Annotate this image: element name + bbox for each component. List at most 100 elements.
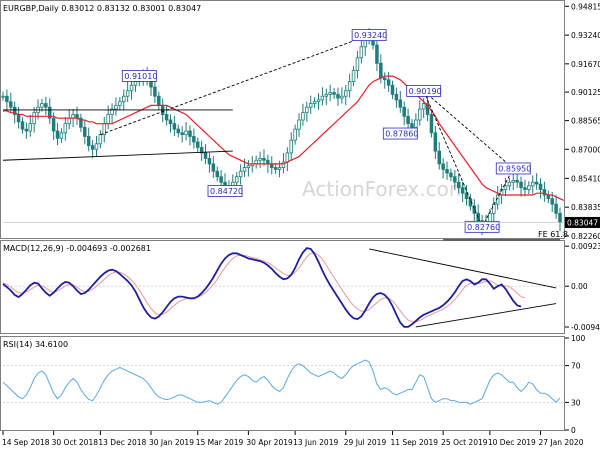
candle-body <box>180 132 184 136</box>
candle-body <box>507 181 512 187</box>
price-panel-frame <box>0 0 565 239</box>
candle-body <box>215 170 219 178</box>
candle-body <box>12 106 17 115</box>
candle-body <box>79 117 83 128</box>
x-tick-label: 10 Dec 2019 <box>488 438 536 447</box>
candle-body <box>355 57 360 72</box>
macd-y-tick-label: -0.009413 <box>571 323 600 332</box>
candle-body <box>110 108 114 115</box>
watermark: ActionForex.com <box>302 177 468 201</box>
price-trendline <box>100 34 370 136</box>
candle-body <box>196 141 200 148</box>
candle-body <box>433 132 438 152</box>
candle-body <box>421 103 426 110</box>
candle-body <box>40 103 44 108</box>
candle-body <box>527 185 531 190</box>
candle-body <box>445 168 449 174</box>
price-trendline <box>481 168 514 228</box>
candle-body <box>359 46 364 59</box>
x-tick-label: 14 Sep 2018 <box>2 438 50 447</box>
rsi-y-tick-label: 100 <box>571 334 586 343</box>
candle-body <box>86 136 91 147</box>
macd-y-tick-label: 0.009237 <box>571 242 600 251</box>
macd-line <box>2 247 522 328</box>
candle-body <box>515 179 519 183</box>
candle-body <box>83 126 87 137</box>
candle-body <box>538 183 543 190</box>
candle-body <box>133 81 138 86</box>
candle-body <box>472 205 477 214</box>
price-y-tick-label: 0.93240 <box>571 31 600 40</box>
candle-body <box>530 181 535 187</box>
candle-body <box>63 123 68 134</box>
candle-body <box>106 114 110 125</box>
candle-body <box>59 132 64 139</box>
x-tick-label: 29 Jul 2019 <box>344 438 387 447</box>
level-label-text: 0.85950 <box>498 164 531 173</box>
x-tick-label: 25 Oct 2019 <box>441 438 488 447</box>
rsi-y-tick-label: 0 <box>571 426 576 435</box>
candle-body <box>16 114 21 123</box>
candle-body <box>125 90 130 97</box>
candle-body <box>332 92 336 95</box>
candle-body <box>184 130 188 136</box>
candle-body <box>418 108 422 121</box>
candle-body <box>293 128 297 141</box>
candle-body <box>301 112 305 121</box>
candle-body <box>273 167 278 170</box>
level-label-text: 0.90190 <box>409 87 442 96</box>
candle-body <box>129 84 134 92</box>
candle-body <box>277 167 282 170</box>
candle-body <box>511 179 516 183</box>
candle-body <box>340 95 344 99</box>
price-y-tick-label: 0.91670 <box>571 60 600 69</box>
candle-body <box>519 181 523 189</box>
price-y-tick-label: 0.88565 <box>571 117 600 126</box>
candle-body <box>51 117 56 132</box>
x-tick-label: 30 Apr 2019 <box>246 438 293 447</box>
level-label-box <box>464 220 500 233</box>
candle-body <box>542 189 547 196</box>
candle-body <box>172 123 177 130</box>
rsi-panel-title: RSI(14) 34.6100 <box>3 340 68 349</box>
price-trendline <box>423 90 514 169</box>
price-trendline <box>2 150 233 161</box>
candle-body <box>305 106 309 114</box>
candle-body <box>328 92 332 95</box>
candle-body <box>9 101 13 108</box>
level-label-text: 0.82760 <box>467 223 500 232</box>
macd-signal-line <box>2 252 526 323</box>
rsi-panel-frame <box>0 336 565 431</box>
price-y-tick-label: 0.90125 <box>571 88 600 97</box>
fe-level-label: FE 61.8 <box>538 230 568 239</box>
macd-panel-frame <box>0 240 565 334</box>
candle-body <box>464 192 469 200</box>
price-y-tick-label: 0.94815 <box>571 2 600 11</box>
candle-body <box>246 165 251 168</box>
candle-body <box>32 112 36 125</box>
candle-body <box>44 103 48 108</box>
x-axis: 14 Sep 2018 30 Oct 2018 13 Dec 2018 30 Jan … <box>2 431 584 447</box>
candle-body <box>441 163 445 170</box>
candle-body <box>503 185 508 190</box>
candle-body <box>324 93 329 97</box>
current-price-label: 0.83047 <box>567 218 598 227</box>
candle-body <box>394 93 399 101</box>
candle-body <box>456 181 461 189</box>
candle-body <box>386 79 391 86</box>
candle-body <box>289 139 293 154</box>
x-tick-label: 27 Jan 2020 <box>539 438 584 447</box>
candle-body <box>24 128 29 132</box>
candle-body <box>379 62 383 79</box>
level-label-box <box>495 162 531 175</box>
candle-body <box>429 114 434 134</box>
rsi-y-tick-label: 30 <box>571 398 581 407</box>
candle-body <box>219 176 223 183</box>
candle-body <box>98 134 103 145</box>
candle-body <box>203 152 208 159</box>
candle-body <box>425 103 430 115</box>
rsi-y-tick-label: 70 <box>571 362 581 371</box>
candle-body <box>67 117 71 125</box>
price-y-tick-label: 0.87000 <box>571 145 600 154</box>
